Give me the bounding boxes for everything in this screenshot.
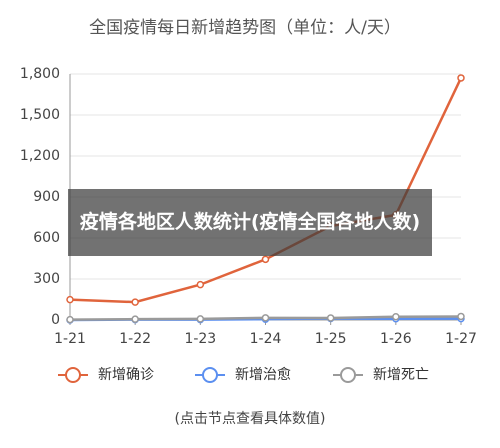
point bbox=[261, 314, 270, 322]
y-tick-label: 600 bbox=[33, 230, 60, 246]
hint: (点击节点查看具体数值) bbox=[175, 411, 326, 427]
x-tick-label: 1-22 bbox=[119, 331, 151, 347]
point bbox=[66, 315, 74, 324]
chart-title: 全国疫情每日新增趋势图（单位：人/天） bbox=[89, 18, 401, 38]
point bbox=[392, 312, 400, 321]
y-tick-label: 900 bbox=[33, 189, 60, 205]
x-tick-label: 1-26 bbox=[380, 331, 412, 347]
point bbox=[131, 315, 139, 323]
point bbox=[326, 314, 335, 322]
point bbox=[457, 74, 465, 82]
x-tick-label: 1-23 bbox=[184, 331, 216, 347]
legend-label: 新增确诊 bbox=[98, 367, 154, 383]
y-tick-label: 300 bbox=[33, 271, 60, 287]
y-tick-label: 0 bbox=[51, 312, 60, 328]
legend-marker bbox=[65, 367, 81, 383]
y-tick-label: 1,200 bbox=[20, 148, 60, 164]
point bbox=[196, 280, 205, 289]
point bbox=[261, 255, 270, 264]
point bbox=[66, 295, 74, 304]
x-tick-label: 1-27 bbox=[445, 331, 477, 347]
point bbox=[457, 312, 465, 321]
point bbox=[131, 298, 139, 306]
legend-marker bbox=[340, 367, 356, 383]
point bbox=[196, 315, 205, 323]
overlay: 疫情各地区人数统计(疫情全国各地人数) bbox=[68, 189, 432, 256]
legend-label: 新增死亡 bbox=[373, 367, 429, 383]
x-tick-label: 1-21 bbox=[54, 331, 86, 347]
legend-marker bbox=[202, 367, 218, 383]
y-tick-label: 1,800 bbox=[20, 66, 60, 82]
legend-label: 新增治愈 bbox=[235, 367, 291, 383]
x-tick-label: 1-25 bbox=[315, 331, 347, 347]
y-tick-label: 1,500 bbox=[20, 107, 60, 123]
x-tick-label: 1-24 bbox=[250, 331, 282, 347]
